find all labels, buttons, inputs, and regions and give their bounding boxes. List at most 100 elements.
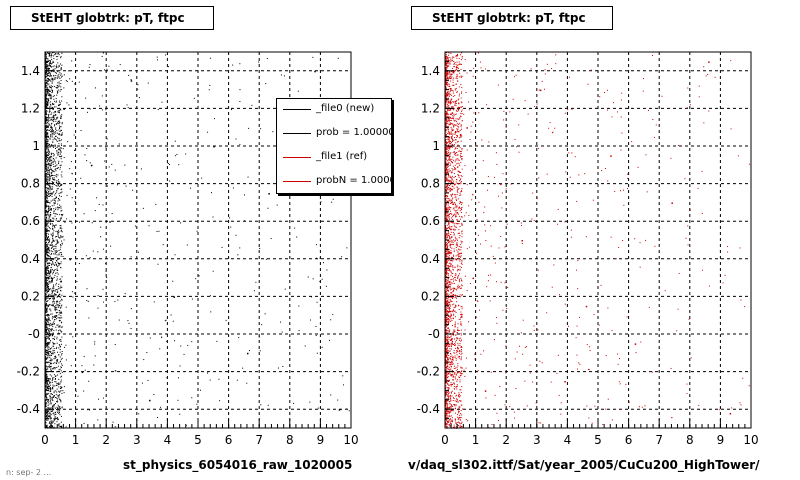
data-point xyxy=(453,313,455,315)
data-point xyxy=(452,311,454,313)
data-point xyxy=(45,191,47,193)
data-point xyxy=(449,305,451,307)
data-point xyxy=(448,116,450,118)
data-point xyxy=(48,149,50,151)
data-point xyxy=(54,253,56,255)
data-point xyxy=(47,151,49,153)
data-point xyxy=(46,144,48,146)
data-point xyxy=(53,358,55,360)
data-point xyxy=(45,411,47,413)
data-point xyxy=(55,356,57,358)
data-point xyxy=(56,264,58,266)
data-point xyxy=(49,395,51,397)
data-point xyxy=(445,95,447,97)
data-point xyxy=(55,101,57,103)
data-point xyxy=(445,353,447,355)
data-point xyxy=(53,181,55,183)
data-point xyxy=(449,57,451,59)
data-point xyxy=(45,391,47,393)
data-point xyxy=(60,117,62,119)
data-point xyxy=(46,366,48,368)
data-point xyxy=(445,137,447,139)
data-point xyxy=(45,179,47,181)
data-point xyxy=(457,329,459,331)
data-point xyxy=(450,100,452,102)
data-point xyxy=(46,343,48,345)
data-point xyxy=(448,276,450,278)
data-point xyxy=(47,75,49,77)
data-point xyxy=(445,415,447,417)
data-point xyxy=(47,120,49,122)
data-point xyxy=(45,311,47,313)
data-point xyxy=(48,100,50,102)
data-point xyxy=(259,247,261,249)
data-point xyxy=(48,392,50,394)
data-point xyxy=(449,350,451,352)
data-point xyxy=(86,299,88,301)
data-point xyxy=(59,227,61,229)
data-point xyxy=(46,225,48,227)
data-point xyxy=(55,110,57,112)
data-point xyxy=(454,326,456,328)
data-point xyxy=(455,243,457,245)
data-point xyxy=(50,208,52,210)
data-point xyxy=(47,102,49,104)
data-point xyxy=(77,395,79,397)
data-point xyxy=(445,393,447,395)
data-point xyxy=(445,369,447,371)
data-point xyxy=(459,134,461,136)
data-point xyxy=(454,294,456,296)
data-point xyxy=(51,406,53,408)
data-point xyxy=(51,278,53,280)
data-point xyxy=(446,307,448,309)
data-point xyxy=(58,236,60,238)
data-point xyxy=(58,263,60,265)
data-point xyxy=(460,346,462,348)
data-point xyxy=(45,99,47,101)
data-point xyxy=(60,390,62,392)
data-point xyxy=(57,418,59,421)
data-point xyxy=(454,277,456,279)
data-point xyxy=(449,311,451,313)
data-point xyxy=(47,236,49,238)
data-point xyxy=(87,409,89,411)
data-point xyxy=(46,255,48,257)
data-point xyxy=(57,123,59,125)
data-point xyxy=(47,156,49,158)
data-point xyxy=(50,208,52,210)
data-point xyxy=(448,330,450,332)
data-point xyxy=(46,382,48,384)
data-point xyxy=(451,390,453,392)
data-point xyxy=(54,385,56,387)
data-point xyxy=(47,274,49,276)
data-point xyxy=(49,78,51,80)
data-point xyxy=(47,404,49,406)
data-point xyxy=(445,367,447,369)
data-point xyxy=(56,407,58,409)
data-point xyxy=(49,207,51,209)
data-point xyxy=(448,387,450,389)
data-point xyxy=(448,341,450,343)
data-point xyxy=(461,352,463,354)
data-point xyxy=(449,76,451,78)
data-point xyxy=(449,208,451,210)
data-point xyxy=(446,320,448,322)
data-point xyxy=(53,290,55,292)
data-point xyxy=(453,280,455,282)
data-point xyxy=(458,318,460,320)
data-point xyxy=(45,72,47,74)
data-point xyxy=(453,159,455,161)
data-point xyxy=(132,189,134,191)
data-point xyxy=(45,127,47,129)
data-point xyxy=(459,259,461,261)
data-point xyxy=(454,321,456,323)
data-point xyxy=(45,375,47,377)
data-point xyxy=(461,181,463,183)
data-point xyxy=(59,185,61,187)
data-point xyxy=(453,187,455,189)
data-point xyxy=(53,253,55,255)
data-point xyxy=(458,357,460,359)
data-point xyxy=(54,144,56,146)
data-point xyxy=(446,287,448,289)
data-point xyxy=(48,314,50,316)
